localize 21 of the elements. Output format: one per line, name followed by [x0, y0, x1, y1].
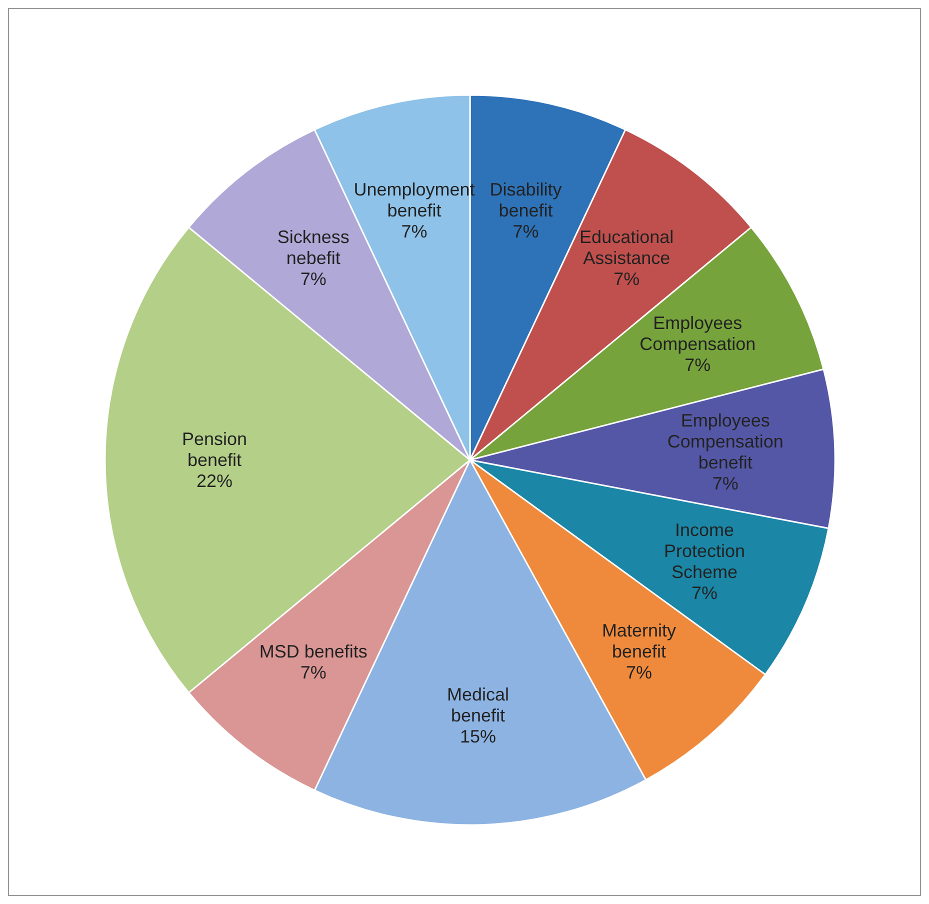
data-label: 7% — [712, 473, 738, 494]
slice-label: MSD benefits — [259, 641, 368, 662]
data-label: 7% — [300, 662, 326, 682]
data-label: 7% — [401, 222, 428, 242]
slice-label: Educational Assistance — [580, 227, 674, 268]
slice-label: Employees Compensation benefit — [667, 410, 784, 472]
data-label: 7% — [684, 355, 711, 376]
data-label: 22% — [196, 471, 233, 491]
data-label: 7% — [626, 662, 652, 683]
slice-label: Employees Compensation — [640, 313, 756, 354]
data-label: 7% — [614, 269, 640, 290]
data-label: 7% — [512, 222, 539, 242]
data-label: 7% — [691, 582, 718, 603]
slice-label: Disability benefit — [490, 180, 562, 221]
slice-label: Pension benefit — [182, 429, 248, 470]
slice-label: Maternity benefit — [602, 620, 676, 662]
data-label: 7% — [300, 269, 326, 290]
data-label: 15% — [460, 726, 496, 746]
slice-label: Income Protection Scheme — [664, 520, 746, 582]
slice-label: Medical benefit — [447, 684, 510, 726]
slice-label: Sickness nebefit — [277, 227, 350, 268]
